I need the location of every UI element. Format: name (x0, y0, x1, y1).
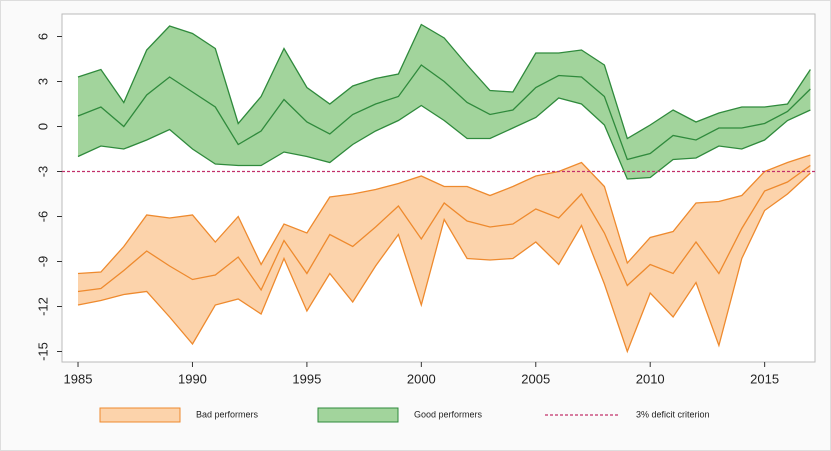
band-area (78, 24, 811, 179)
y-tick-label: 0 (35, 123, 50, 130)
legend-swatch (317, 407, 399, 423)
y-tick-label: -15 (35, 342, 50, 361)
x-tick-label: 2000 (407, 371, 436, 386)
legend-swatch (99, 407, 181, 423)
x-tick-label: 1995 (292, 371, 321, 386)
legend-label: Bad performers (196, 409, 259, 419)
y-tick-label: 6 (35, 33, 50, 40)
x-tick-label: 2010 (636, 371, 665, 386)
band-line (77, 23, 811, 140)
y-tick-label: -3 (35, 166, 50, 178)
y-tick-label: -6 (35, 211, 50, 223)
legend-label: Good performers (414, 409, 483, 419)
band-line (77, 154, 811, 275)
band-line (77, 172, 811, 354)
x-tick-label: 1985 (64, 371, 93, 386)
x-tick-label: 1990 (178, 371, 207, 386)
x-tick-label: 2005 (521, 371, 550, 386)
y-tick-label: 3 (35, 78, 50, 85)
band-line (77, 97, 811, 180)
legend-label: 3% deficit criterion (636, 409, 710, 419)
band-line (77, 64, 811, 161)
band-area (78, 155, 811, 352)
x-tick-label: 2015 (750, 371, 779, 386)
y-tick-label: -9 (35, 256, 50, 268)
y-tick-label: -12 (35, 297, 50, 316)
band-line (77, 164, 811, 293)
